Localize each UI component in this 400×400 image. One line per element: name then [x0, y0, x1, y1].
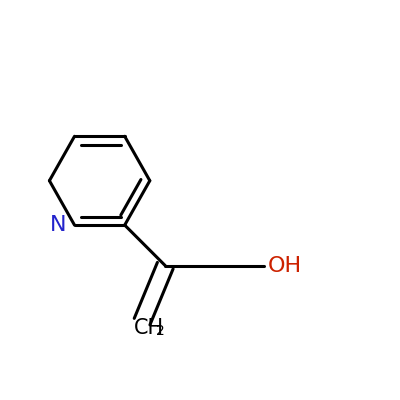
Text: 2: 2	[156, 324, 164, 338]
Text: N: N	[50, 215, 67, 235]
Text: OH: OH	[268, 256, 302, 276]
Text: CH: CH	[134, 318, 164, 338]
